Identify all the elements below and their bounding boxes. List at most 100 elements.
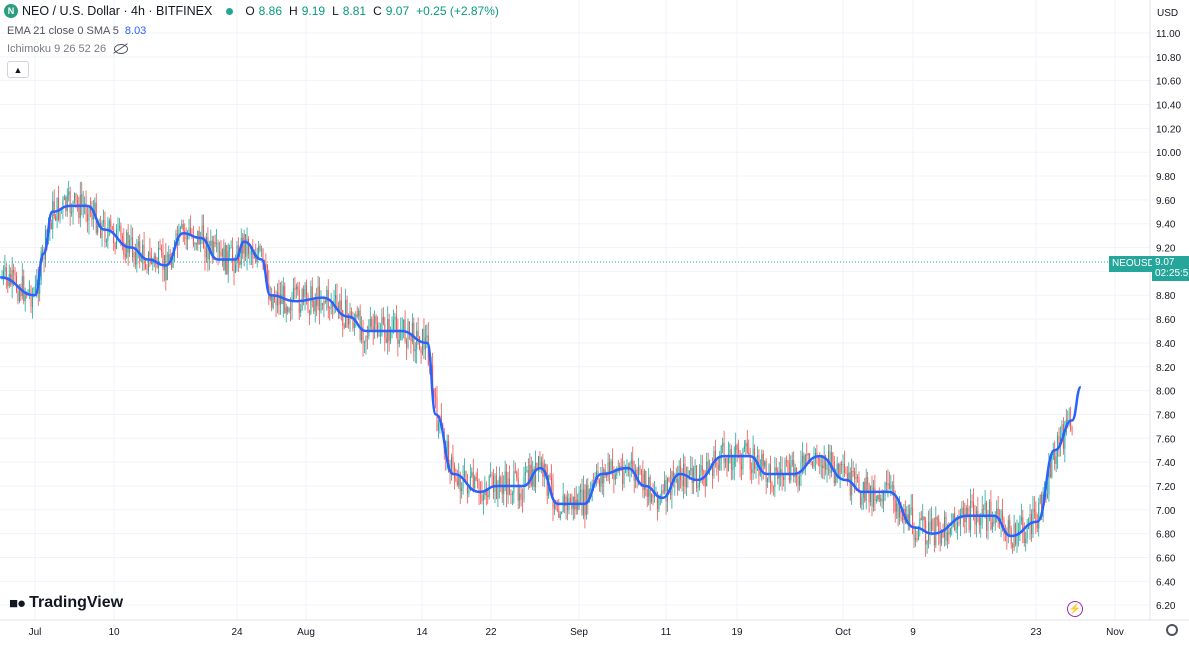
candle-body bbox=[216, 242, 218, 244]
currency-label[interactable]: USD bbox=[1157, 8, 1179, 19]
candle-body bbox=[5, 267, 7, 278]
candle-body bbox=[339, 300, 341, 313]
ema-indicator-legend[interactable]: EMA 21 close 0 SMA 5 8.03 bbox=[7, 25, 146, 37]
price-tick-label: 10.80 bbox=[1156, 53, 1181, 64]
ema-indicator-label: EMA 21 close 0 SMA 5 bbox=[7, 25, 119, 37]
candle-body bbox=[646, 489, 648, 497]
candle-body bbox=[208, 246, 210, 260]
candle-body bbox=[290, 308, 292, 311]
candle-body bbox=[875, 499, 877, 501]
candle-body bbox=[836, 463, 838, 470]
candle-body bbox=[707, 461, 709, 472]
gear-icon[interactable] bbox=[1166, 624, 1178, 636]
ichimoku-indicator-legend[interactable]: Ichimoku 9 26 52 26 bbox=[7, 43, 129, 55]
candle-body bbox=[633, 471, 635, 481]
candle-body bbox=[149, 251, 151, 256]
candle-body bbox=[423, 328, 425, 350]
symbol-title[interactable]: NEO / U.S. Dollar · 4h · BITFINEX bbox=[22, 4, 213, 18]
candle-body bbox=[408, 321, 410, 336]
candle-body bbox=[735, 444, 737, 455]
candle-body bbox=[485, 489, 487, 496]
candle-body bbox=[1007, 519, 1009, 537]
candle-body bbox=[826, 464, 828, 470]
candle-body bbox=[71, 212, 73, 214]
last-price-tag: 9.07 02:25:5 bbox=[1152, 256, 1189, 281]
candle-body bbox=[897, 503, 899, 518]
candle-body bbox=[520, 493, 522, 499]
collapse-legend-button[interactable]: ▲ bbox=[7, 61, 29, 78]
candle-body bbox=[345, 299, 347, 328]
candle-body bbox=[556, 509, 558, 511]
candle-body bbox=[948, 532, 950, 535]
candle-body bbox=[804, 454, 806, 469]
candle-body bbox=[353, 322, 355, 329]
candle-body bbox=[941, 530, 943, 544]
candle-body bbox=[400, 331, 402, 341]
price-tick-label: 6.60 bbox=[1156, 553, 1176, 564]
candle-body bbox=[17, 290, 19, 302]
candle-body bbox=[511, 493, 513, 496]
candle-body bbox=[665, 480, 667, 502]
candle-body bbox=[725, 458, 727, 463]
candle-body bbox=[394, 316, 396, 321]
candle-body bbox=[288, 308, 290, 312]
candle-body bbox=[884, 482, 886, 493]
candle-body bbox=[259, 245, 261, 251]
candle-body bbox=[794, 468, 796, 477]
candle-body bbox=[297, 286, 299, 290]
candle-body bbox=[458, 474, 460, 485]
candle-body bbox=[668, 477, 670, 482]
candle-body bbox=[213, 241, 215, 256]
candle-body bbox=[513, 471, 515, 494]
candle-body bbox=[929, 522, 931, 531]
lightning-icon[interactable]: ⚡ bbox=[1067, 601, 1083, 617]
candle-body bbox=[780, 469, 782, 475]
candle-body bbox=[923, 516, 925, 521]
candle-body bbox=[922, 516, 924, 520]
candle-body bbox=[578, 492, 580, 510]
candle-body bbox=[358, 310, 360, 317]
hidden-eye-icon[interactable] bbox=[114, 44, 129, 55]
tradingview-logo[interactable]: ■● TradingView bbox=[9, 594, 123, 612]
candle-body bbox=[736, 444, 738, 450]
candle-body bbox=[87, 214, 89, 221]
candle-body bbox=[656, 491, 658, 510]
candle-body bbox=[453, 465, 455, 479]
candle-body bbox=[271, 295, 273, 308]
candle-body bbox=[1061, 424, 1063, 438]
candle-body bbox=[1046, 494, 1048, 498]
candle-body bbox=[506, 471, 508, 495]
candle-body bbox=[536, 462, 538, 469]
candle-body bbox=[30, 289, 32, 307]
candle-body bbox=[459, 474, 461, 491]
candle-body bbox=[700, 465, 702, 476]
candle-body bbox=[390, 329, 392, 341]
candle-body bbox=[1016, 532, 1018, 545]
candle-body bbox=[862, 481, 864, 498]
time-tick-label: 19 bbox=[731, 627, 743, 638]
candle-body bbox=[13, 270, 15, 273]
candle-body bbox=[205, 237, 207, 258]
candle-body bbox=[872, 487, 874, 507]
candle-body bbox=[403, 319, 405, 331]
candle-body bbox=[42, 250, 44, 252]
candle-body bbox=[742, 449, 744, 470]
candle-body bbox=[761, 453, 763, 471]
candle-body bbox=[285, 307, 287, 314]
candle-body bbox=[121, 236, 123, 242]
candle-body bbox=[50, 223, 52, 230]
candle-body bbox=[203, 225, 205, 248]
candle-body bbox=[190, 227, 191, 235]
candle-body bbox=[601, 473, 603, 484]
candle-body bbox=[123, 241, 125, 255]
candle-body bbox=[114, 243, 116, 249]
candle-body bbox=[880, 498, 882, 501]
candle-body bbox=[842, 464, 844, 466]
candle-body bbox=[817, 457, 819, 459]
time-tick-label: Aug bbox=[297, 627, 315, 638]
candle-body bbox=[204, 247, 206, 258]
candle-body bbox=[774, 467, 776, 487]
chart-grid bbox=[0, 0, 1150, 620]
candle-body bbox=[785, 460, 787, 462]
